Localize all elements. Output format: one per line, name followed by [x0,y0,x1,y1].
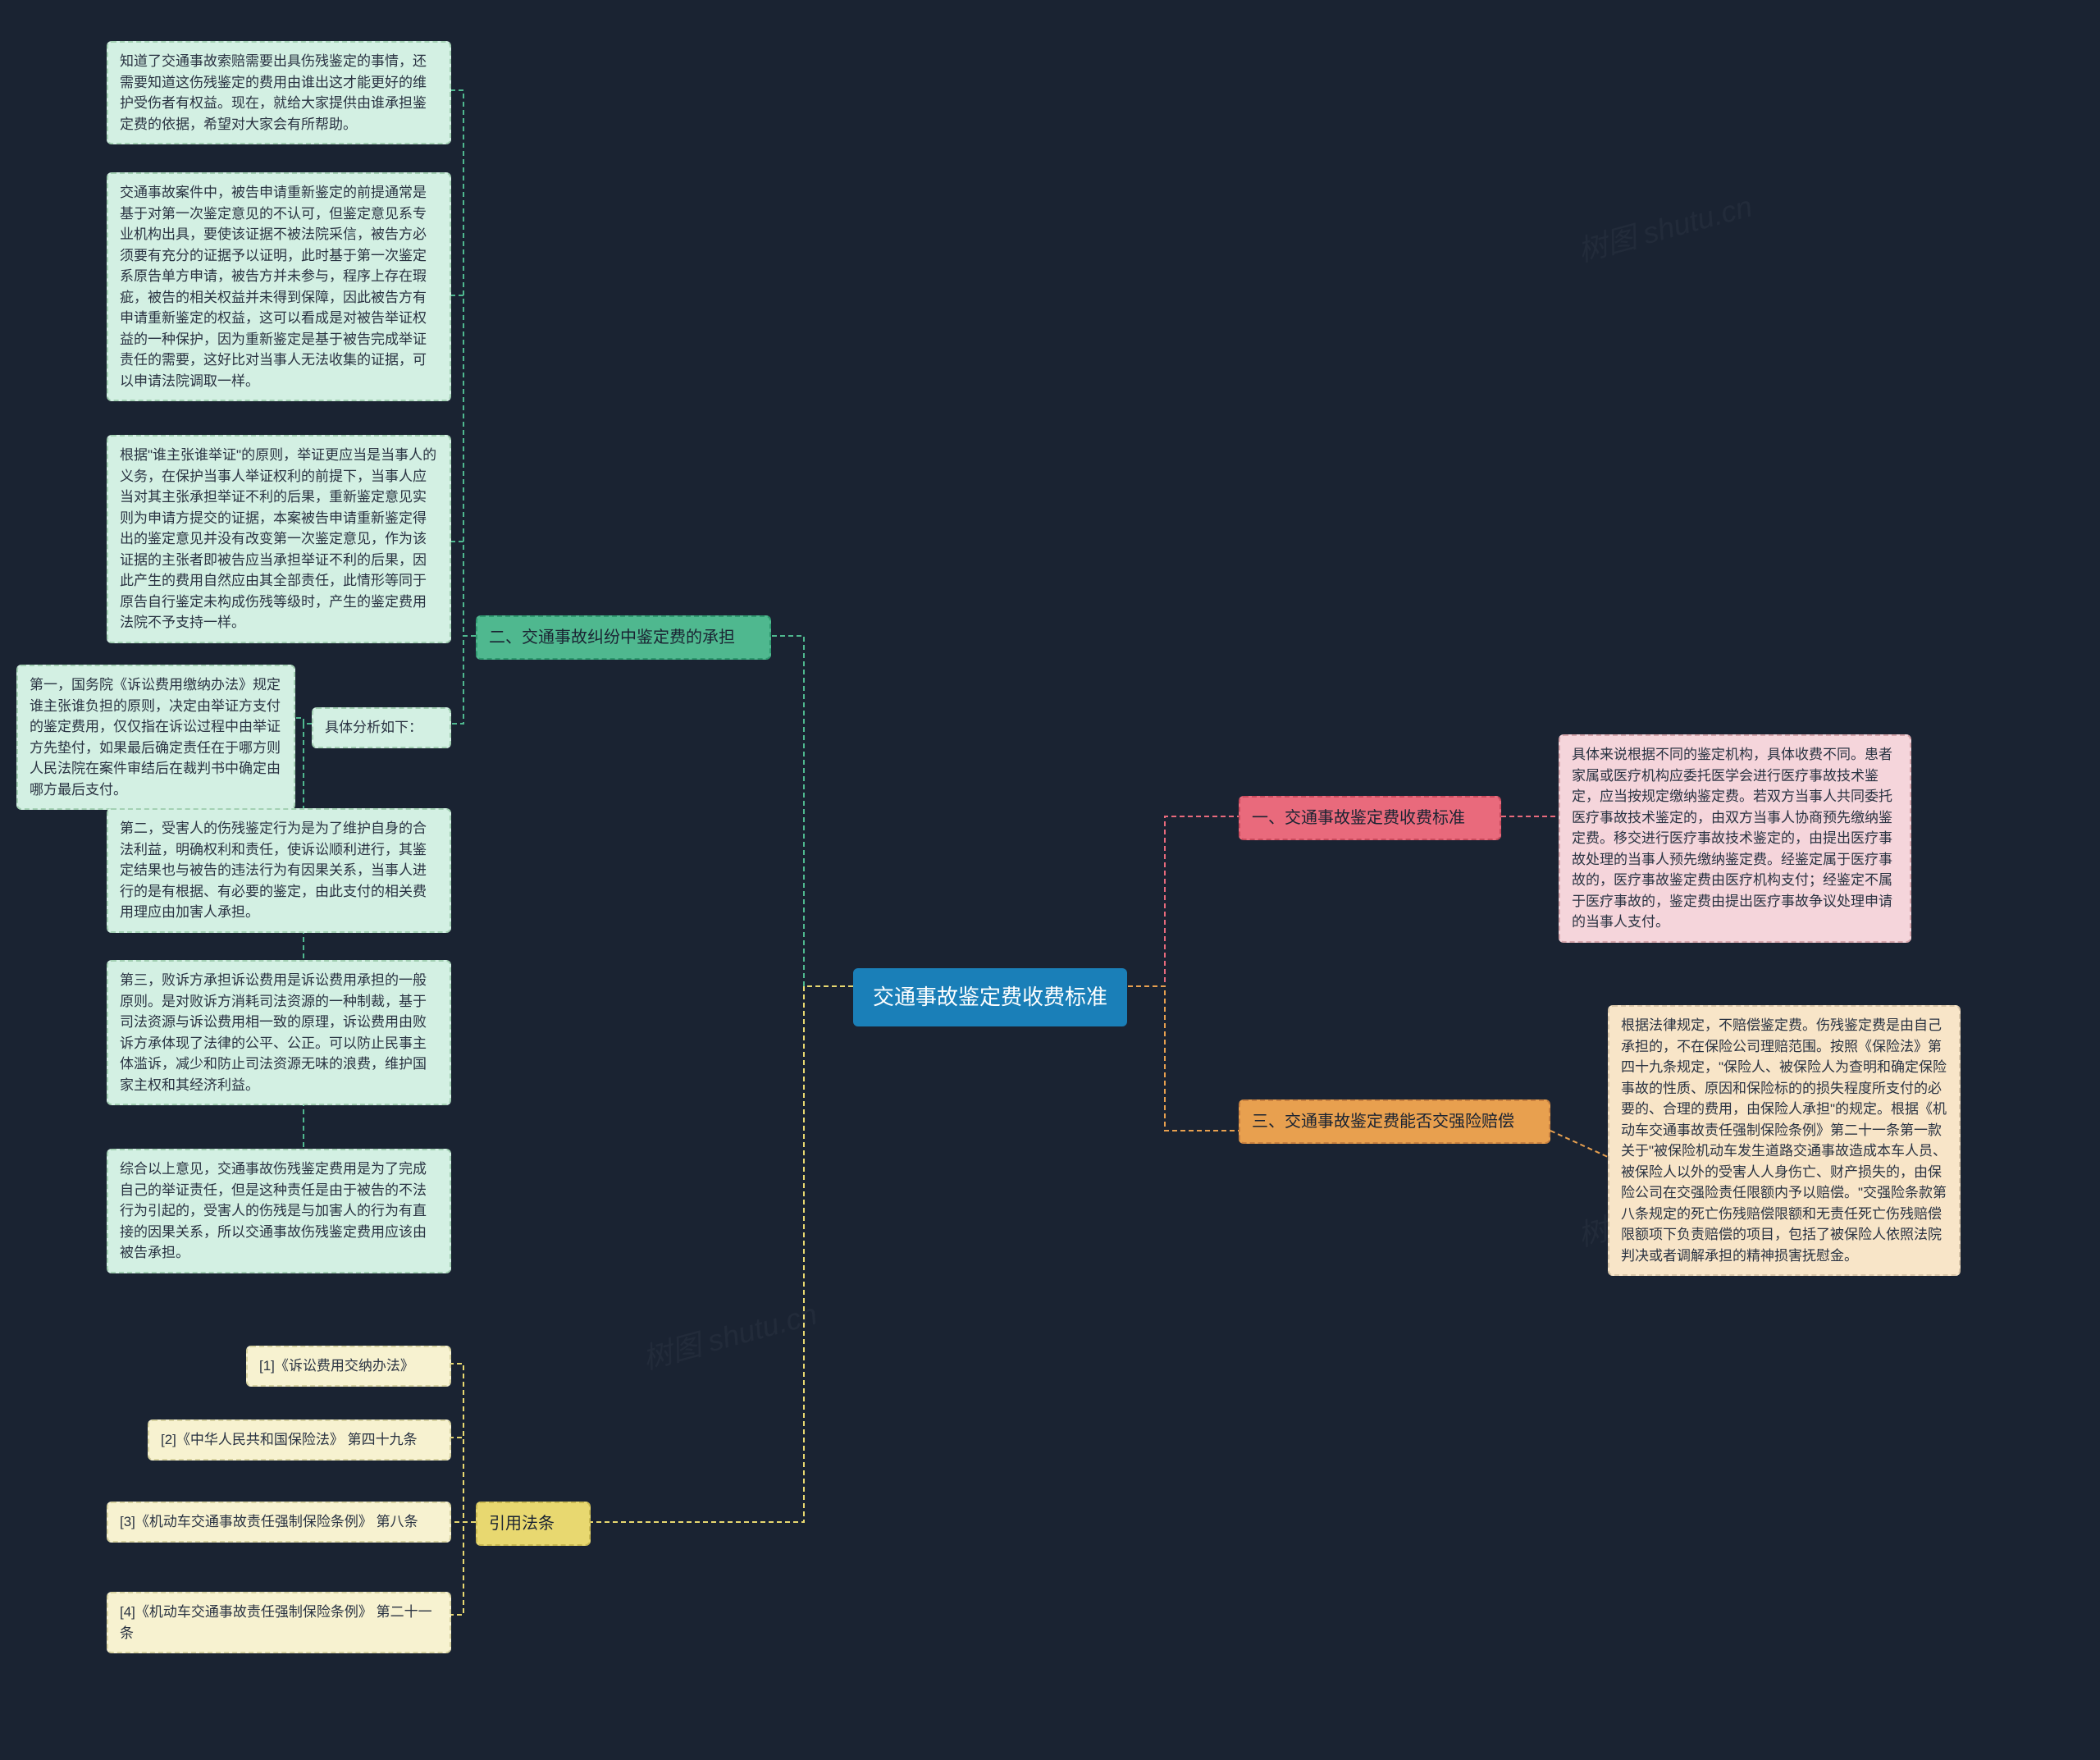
leaf-node-0-0[interactable]: 具体来说根据不同的鉴定机构，具体收费不同。患者家属或医疗机构应委托医学会进行医疗… [1559,734,1911,943]
branch-node-1[interactable]: 二、交通事故纠纷中鉴定费的承担 [476,615,771,660]
branch-node-3[interactable]: 引用法条 [476,1502,591,1546]
connector [451,1438,476,1522]
subleaf-node-1-3-2[interactable]: 第三，败诉方承担诉讼费用是诉讼费用承担的一般原则。是对败诉方消耗司法资源的一种制… [107,960,451,1105]
watermark: 树图 shutu.cn [1573,183,1756,271]
connector [451,90,476,636]
leaf-node-3-3[interactable]: [4]《机动车交通事故责任强制保险条例》 第二十一条 [107,1592,451,1653]
leaf-node-1-2[interactable]: 根据"谁主张谁举证"的原则，举证更应当是当事人的义务，在保护当事人举证权利的前提… [107,435,451,643]
leaf-node-1-3[interactable]: 具体分析如下： [312,707,451,748]
subleaf-node-1-3-3[interactable]: 综合以上意见，交通事故伤残鉴定费用是为了完成自己的举证责任，但是这种责任是由于被… [107,1149,451,1273]
branch-node-2[interactable]: 三、交通事故鉴定费能否交强险赔偿 [1239,1099,1550,1144]
connector [451,542,476,636]
watermark: 树图 shutu.cn [637,1291,821,1378]
connector [451,1364,476,1522]
center-node[interactable]: 交通事故鉴定费收费标准 [853,968,1127,1026]
connector [1550,1131,1608,1157]
subleaf-node-1-3-0[interactable]: 第一，国务院《诉讼费用缴纳办法》规定谁主张谁负担的原则，决定由举证方支付的鉴定费… [16,665,295,810]
subleaf-node-1-3-1[interactable]: 第二，受害人的伤残鉴定行为是为了维护自身的合法利益，明确权利和责任，使诉讼顺利进… [107,808,451,933]
connector [1112,816,1239,986]
connector [771,636,853,986]
leaf-node-1-1[interactable]: 交通事故案件中，被告申请重新鉴定的前提通常是基于对第一次鉴定意见的不认可，但鉴定… [107,172,451,401]
connector [451,1522,476,1615]
leaf-node-2-0[interactable]: 根据法律规定，不赔偿鉴定费。伤残鉴定费是由自己承担的，不在保险公司理赔范围。按照… [1608,1005,1961,1276]
leaf-node-3-1[interactable]: [2]《中华人民共和国保险法》 第四十九条 [148,1419,451,1461]
leaf-node-3-2[interactable]: [3]《机动车交通事故责任强制保险条例》 第八条 [107,1502,451,1543]
connector [451,636,476,724]
connector [451,295,476,636]
leaf-node-3-0[interactable]: [1]《诉讼费用交纳办法》 [246,1346,451,1387]
branch-node-0[interactable]: 一、交通事故鉴定费收费标准 [1239,796,1501,840]
connector [295,718,312,724]
leaf-node-1-0[interactable]: 知道了交通事故索赔需要出具伤残鉴定的事情，还需要知道这伤残鉴定的费用由谁出这才能… [107,41,451,144]
connector [1112,986,1239,1131]
connector [591,986,853,1522]
